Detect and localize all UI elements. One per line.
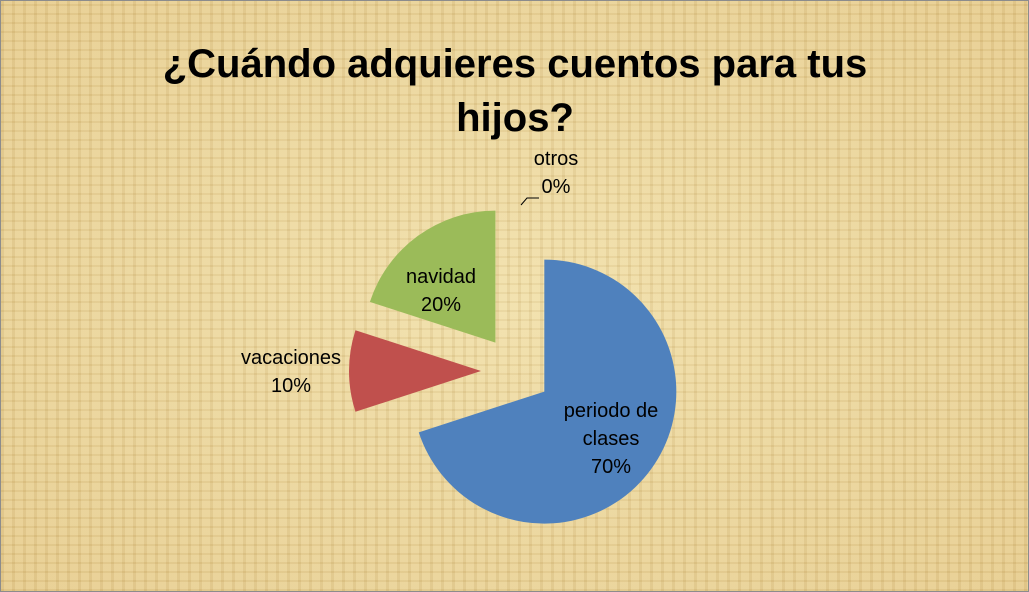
data-label: navidad 20% bbox=[371, 263, 511, 319]
value-label: 20% bbox=[420, 294, 462, 316]
category-label: otros bbox=[533, 148, 579, 170]
pie-slice bbox=[369, 210, 496, 343]
value-label: 70% bbox=[590, 456, 632, 478]
pie-slice bbox=[349, 330, 481, 412]
chart-title: ¿Cuándo adquieres cuentos para tus hijos… bbox=[162, 42, 868, 140]
data-label: otros 0% bbox=[486, 145, 626, 201]
data-label: vacaciones 10% bbox=[221, 344, 361, 400]
category-label: periodo de clases bbox=[563, 400, 659, 450]
value-label: 0% bbox=[541, 176, 571, 198]
pie-slice bbox=[418, 259, 677, 524]
category-label: vacaciones bbox=[240, 347, 342, 369]
category-label: navidad bbox=[405, 266, 477, 288]
value-label: 10% bbox=[270, 375, 312, 397]
data-label: periodo de clases 70% bbox=[551, 397, 671, 481]
leader-line bbox=[520, 197, 539, 206]
